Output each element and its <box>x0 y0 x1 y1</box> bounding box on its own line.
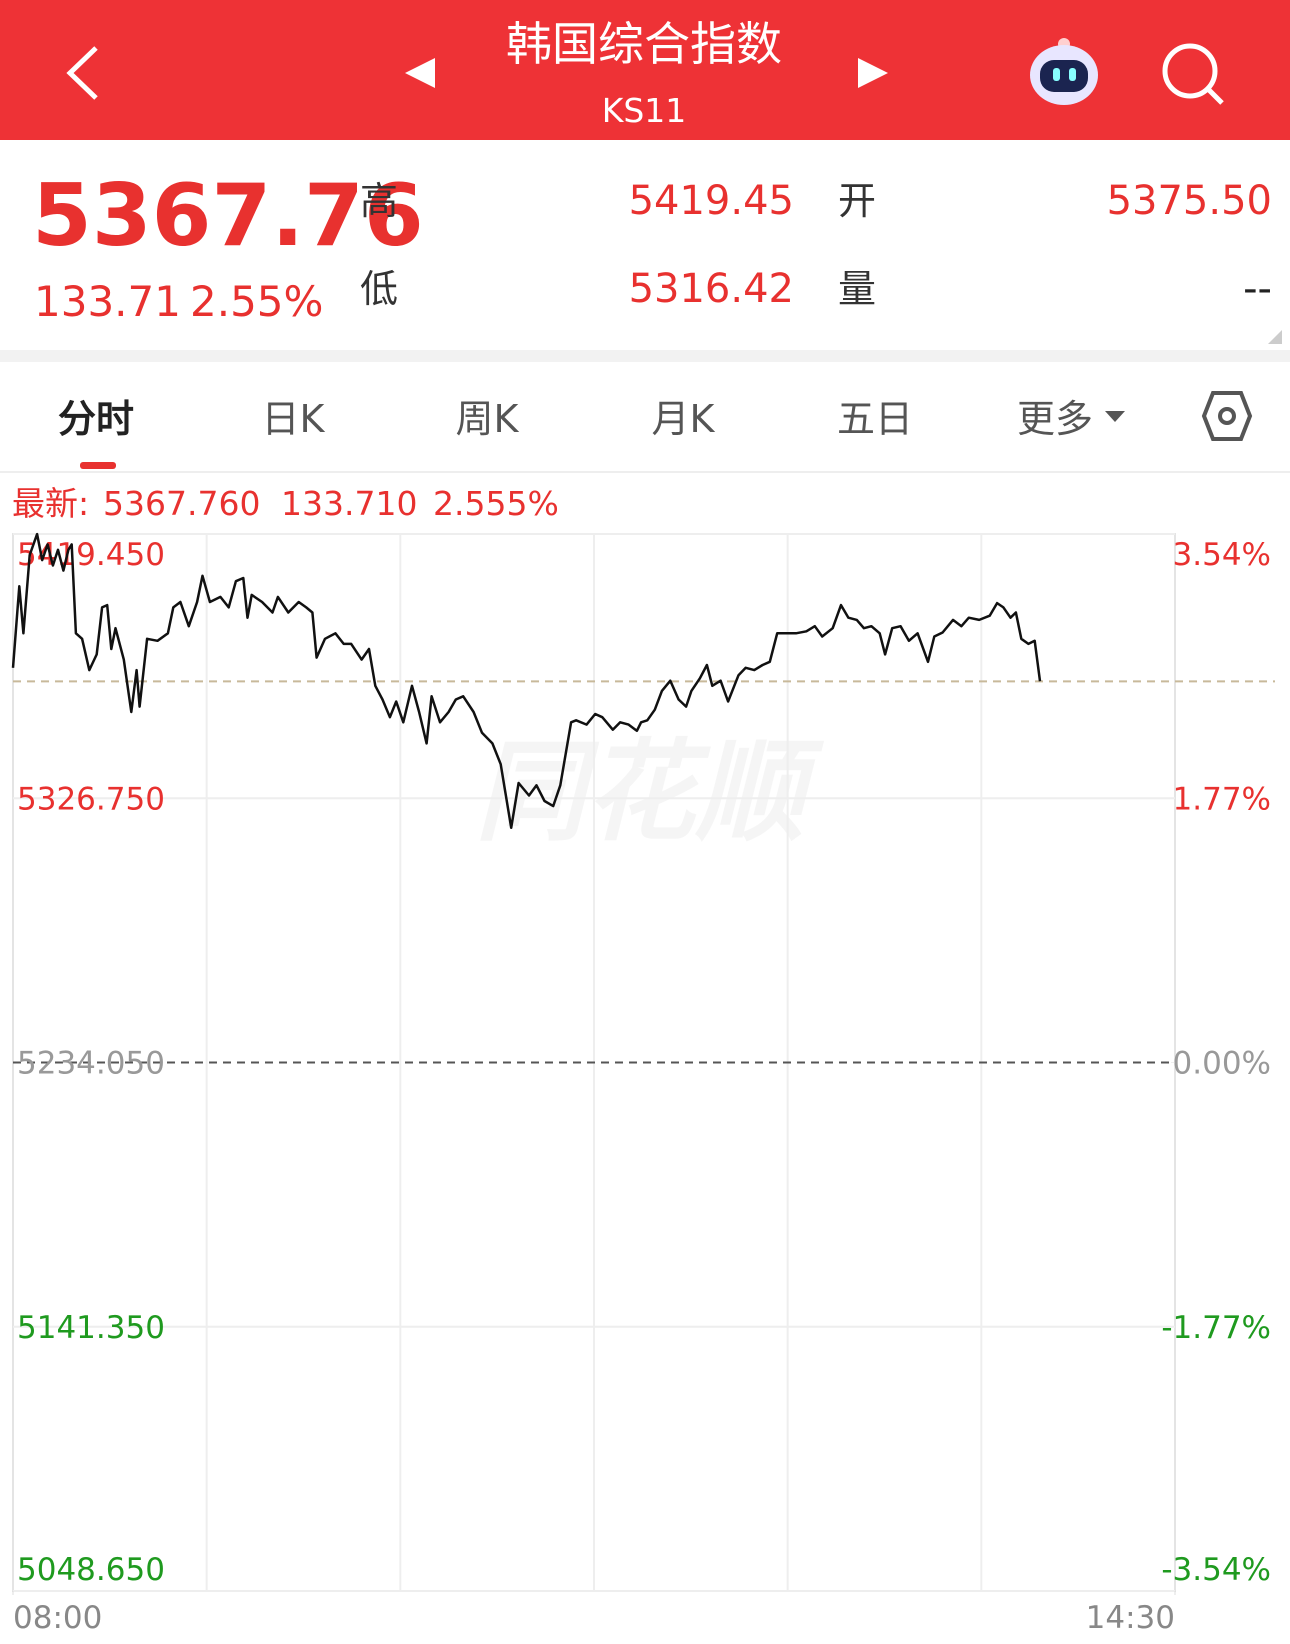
tab[interactable]: 周K <box>456 397 520 441</box>
y-tick-label: 5141.350 <box>17 1310 165 1346</box>
y2-tick-label: -1.77% <box>1161 1310 1271 1346</box>
label: 开 <box>838 179 876 223</box>
change-pct: 2.55% <box>190 277 323 326</box>
tab[interactable]: 更多 <box>1017 397 1093 441</box>
active-tab-indicator <box>80 462 116 469</box>
watermark: 同花顺 <box>475 728 825 856</box>
tab[interactable]: 日K <box>262 397 326 441</box>
latest-price: 5367.760 <box>103 484 260 523</box>
next-button[interactable] <box>858 58 888 88</box>
change: 133.71 <box>34 277 181 326</box>
open: 5375.50 <box>1107 178 1272 224</box>
corner-mark <box>1268 330 1282 344</box>
tabs: 分时 日K 周K 月K 五日 更多 <box>58 397 1093 441</box>
price: 5367.76 <box>32 166 424 266</box>
y-tick-label: 5234.050 <box>17 1046 165 1082</box>
high: 5419.45 <box>629 178 794 224</box>
code: KS11 <box>602 91 687 130</box>
title: 韩国综合指数 <box>506 17 782 71</box>
tab[interactable]: 分时 <box>58 397 134 441</box>
tab[interactable]: 月K <box>652 397 716 441</box>
low: 5316.42 <box>629 266 794 312</box>
x-tick-label: 08:00 <box>13 1600 102 1636</box>
settings-icon[interactable] <box>1201 391 1253 441</box>
label: 低 <box>360 267 398 311</box>
back-button[interactable] <box>66 46 98 100</box>
latest-change: 133.710 <box>281 484 417 523</box>
volume: -- <box>1243 266 1272 312</box>
assistant-icon[interactable] <box>1030 38 1098 105</box>
price-line <box>11 532 1042 830</box>
y-tick-label: 5048.650 <box>17 1552 165 1588</box>
latest-pct: 2.555% <box>433 484 559 523</box>
prev-button[interactable] <box>405 58 435 88</box>
label: 高 <box>360 179 398 223</box>
y-tick-label: 5326.750 <box>17 781 165 817</box>
settings-icon-dot <box>1218 407 1236 425</box>
separator <box>0 350 1290 362</box>
more-arrow <box>1105 411 1125 422</box>
y2-tick-label: -3.54% <box>1161 1552 1271 1588</box>
tab[interactable]: 五日 <box>837 397 913 441</box>
y2-tick-label: 3.54% <box>1173 537 1271 573</box>
label: 量 <box>838 267 876 311</box>
plot: 5048.6505141.3505234.0505326.7505419.450… <box>11 532 1275 1636</box>
search-icon[interactable] <box>1162 43 1224 105</box>
y2-tick-label: 1.77% <box>1173 781 1271 817</box>
y2-tick-label: 0.00% <box>1173 1046 1271 1082</box>
x-tick-label: 14:30 <box>1086 1600 1175 1636</box>
latest-label: 最新: <box>12 484 89 523</box>
